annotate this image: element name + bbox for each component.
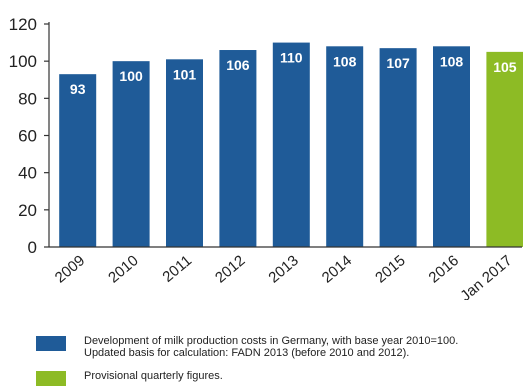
bar-value-label: 108	[440, 53, 464, 69]
bar	[112, 61, 150, 247]
x-tick-label: Jan 2017	[457, 252, 515, 300]
bar-value-label: 107	[386, 55, 410, 71]
bar-chart: 0 20 40 60 80 100 120 93 100 101 106 110 108 107 108 1…	[9, 15, 523, 300]
x-tick-label: 2011	[159, 252, 195, 286]
bar-value-label: 106	[226, 57, 250, 73]
bar-value-label: 93	[70, 81, 86, 97]
legend-line: Provisional quarterly figures.	[84, 370, 223, 382]
bar	[379, 48, 417, 248]
bar-value-label: 110	[280, 50, 303, 66]
bar-value-label: 105	[493, 59, 517, 75]
legend-text-production-costs: Development of milk production costs in …	[84, 335, 504, 359]
bar-value-label: 100	[119, 68, 143, 84]
bar	[219, 50, 257, 248]
y-tick-label: 120	[9, 15, 37, 34]
y-tick-label: 20	[18, 201, 37, 220]
y-axis: 0 20 40 60 80 100 120	[9, 15, 50, 257]
y-tick-label: 100	[9, 52, 37, 71]
x-tick-label: 2010	[105, 252, 141, 286]
y-tick-label: 0	[28, 238, 37, 257]
bar	[59, 74, 97, 247]
x-tick-label: 2016	[426, 252, 462, 286]
bar	[433, 46, 470, 247]
bars: 93 100 101 106 110 108 107 108 105	[59, 42, 523, 248]
bar	[272, 42, 310, 248]
x-tick-label: 2013	[265, 252, 301, 286]
legend-line: Updated basis for calculation: FADN 2013…	[84, 347, 410, 359]
legend-swatch-provisional	[36, 371, 66, 386]
bar	[326, 46, 364, 247]
legend-text-provisional: Provisional quarterly figures.	[84, 370, 504, 382]
y-tick-label: 40	[18, 164, 37, 183]
legend-line: Development of milk production costs in …	[84, 335, 459, 347]
legend-item-production-costs: Development of milk production costs in …	[36, 335, 504, 359]
legend-swatch-production-costs	[36, 336, 66, 351]
y-tick-label: 60	[18, 127, 37, 146]
bar-value-label: 101	[173, 66, 197, 82]
x-tick-label: 2015	[372, 252, 408, 286]
bar	[166, 59, 203, 247]
x-tick-label: 2009	[52, 252, 88, 286]
legend-item-provisional: Provisional quarterly figures.	[36, 370, 504, 386]
y-tick-label: 80	[18, 89, 37, 108]
bar-value-label: 108	[333, 53, 357, 69]
x-tick-label: 2012	[212, 252, 248, 286]
x-tick-label: 2014	[319, 252, 355, 286]
bar	[486, 51, 523, 247]
